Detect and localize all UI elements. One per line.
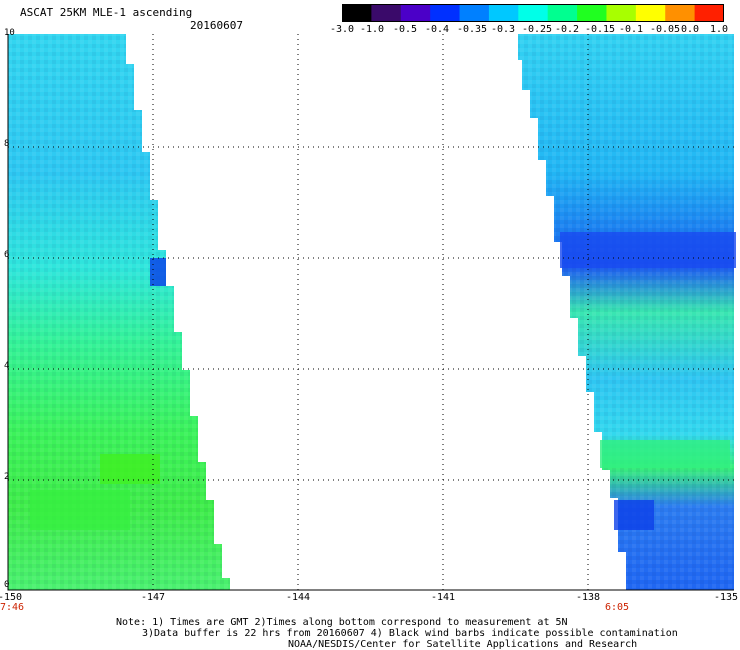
left-swath-texture: [8, 34, 230, 590]
wind-swaths: [8, 34, 736, 590]
swath-patch: [150, 258, 166, 286]
colorbar-label: 0.0: [680, 24, 700, 35]
colorbar-swatch: [577, 4, 607, 22]
colorbar-label: -0.05: [649, 24, 681, 35]
colorbar-swatch: [371, 4, 402, 22]
colorbar-swatch: [430, 4, 461, 22]
lon-tick-label: -147: [140, 592, 166, 603]
colorbar-label: -0.2: [554, 24, 580, 35]
colorbar-label: -3.0: [329, 24, 355, 35]
colorbar-labels: -3.0 -1.0 -0.5 -0.4 -0.35 -0.3 -0.25 -0.…: [0, 24, 740, 38]
colorbar-border: [342, 4, 724, 22]
colorbar-swatch: [694, 4, 724, 22]
colorbar-label: -0.25: [521, 24, 553, 35]
colorbar-label: -0.35: [456, 24, 488, 35]
swath-patch: [614, 500, 654, 530]
lat-tick-label: 2: [4, 472, 10, 482]
lat-tick-label: 8: [4, 139, 10, 149]
colorbar-swatch: [518, 4, 549, 22]
colorbar-label: -0.5: [392, 24, 418, 35]
lat-tick-label: 10: [4, 28, 15, 38]
time-label-left: 7:46: [0, 602, 25, 613]
lat-tick-label: 4: [4, 361, 10, 371]
lon-tick-label: -135: [713, 592, 739, 603]
lon-tick-label: -150: [0, 592, 23, 603]
colorbar-label: -0.3: [490, 24, 516, 35]
swath-patch: [30, 490, 130, 530]
lat-tick-label: 0: [4, 580, 10, 590]
footnote-line-3: NOAA/NESDIS/Center for Satellite Applica…: [288, 639, 638, 650]
swath-patch: [600, 440, 730, 468]
colorbar-label: 1.0: [709, 24, 729, 35]
footnote-line-1: Note: 1) Times are GMT 2)Times along bot…: [116, 617, 568, 628]
colorbar-swatch: [635, 4, 666, 22]
axis-frame: [7, 34, 734, 591]
time-label-right: 6:05: [604, 602, 630, 613]
colorbar-swatch: [400, 4, 431, 22]
colorbar-swatch: [488, 4, 519, 22]
footnote-line-2: 3)Data buffer is 22 hrs from 20160607 4)…: [142, 628, 678, 639]
lon-tick-label: -141: [430, 592, 456, 603]
lon-tick-label: -144: [285, 592, 311, 603]
colorbar-swatch: [606, 4, 637, 22]
colorbar-label: -0.4: [424, 24, 450, 35]
colorbar-swatch: [665, 4, 696, 22]
map-date: 20160607: [190, 19, 243, 32]
colorbar-label: -0.15: [584, 24, 616, 35]
lat-lon-grid: [7, 34, 734, 591]
swath-patch: [560, 232, 736, 268]
colorbar-swatch: [342, 4, 372, 22]
colorbar-label: -1.0: [359, 24, 385, 35]
lat-tick-label: 6: [4, 250, 10, 260]
map-title: ASCAT 25KM MLE-1 ascending: [20, 6, 193, 19]
colorbar-label: -0.1: [618, 24, 644, 35]
swath-patch: [100, 454, 160, 484]
colorbar: [342, 4, 724, 22]
colorbar-swatch: [459, 4, 490, 22]
lon-tick-label: -138: [575, 592, 601, 603]
colorbar-swatch: [547, 4, 578, 22]
